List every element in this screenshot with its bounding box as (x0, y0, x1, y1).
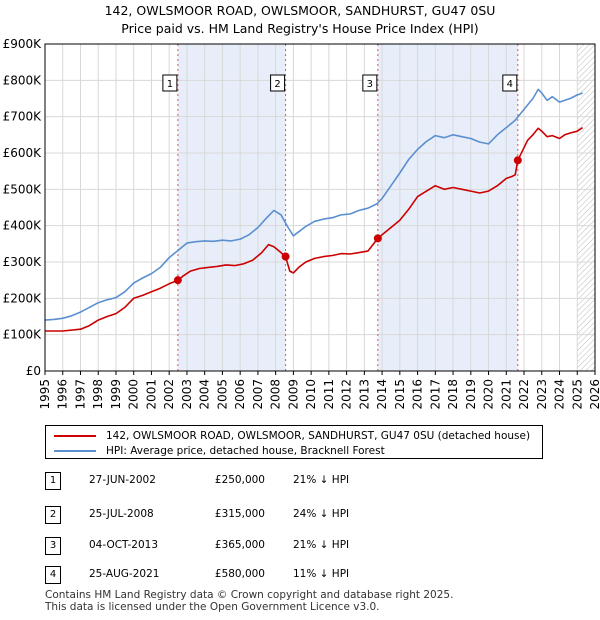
sale-number-box (362, 74, 378, 92)
y-tick-label: £600K (3, 146, 43, 160)
footer-licence: This data is licensed under the Open Gov… (45, 601, 380, 613)
sale-hpi-diff: 21% ↓ HPI (293, 474, 350, 486)
x-tick-label: 2015 (393, 379, 407, 410)
chart-title: 142, OWLSMOOR ROAD, OWLSMOOR, SANDHURST,… (104, 3, 496, 18)
x-tick-label: 1999 (109, 379, 123, 410)
shaded-ownership-span (177, 44, 286, 371)
x-tick-label: 2026 (588, 379, 600, 410)
sale-number-label: 2 (274, 79, 280, 90)
x-tick-label: 2019 (464, 379, 478, 410)
sale-number-box (502, 74, 518, 92)
sale-number-label: 1 (167, 79, 173, 90)
sale-number-box (162, 74, 178, 92)
sale-number-box (270, 74, 286, 92)
x-tick-label: 2022 (517, 379, 531, 410)
price-chart: £0 £100K £200K £300K £400K £500K £600K £700K £80… (3, 37, 600, 410)
x-tick-label: 1996 (56, 379, 70, 410)
table-row: 2 25-JUL-2008 £315,000 24% ↓ HPI (45, 506, 445, 526)
x-tick-label: 2003 (180, 379, 194, 410)
plot-frame (44, 43, 596, 372)
x-tick-label: 2011 (322, 379, 336, 410)
sale-price: £250,000 (214, 474, 265, 486)
y-tick-label: £300K (3, 255, 43, 269)
chart-legend: 142, OWLSMOOR ROAD, OWLSMOOR, SANDHURST,… (45, 425, 543, 459)
x-tick-label: 2024 (553, 379, 567, 410)
x-tick-label: 2007 (251, 379, 265, 410)
series-line-property (45, 126, 584, 332)
x-tick-label: 2025 (570, 379, 584, 410)
legend-swatch-property (54, 435, 96, 437)
sale-date: 25-JUL-2008 (89, 508, 154, 520)
sale-date: 04-OCT-2013 (89, 539, 158, 551)
sale-point (513, 156, 522, 165)
sale-number-badge: 2 (45, 506, 61, 524)
x-tick-label: 2000 (127, 379, 141, 410)
x-tick-label: 2017 (428, 379, 442, 410)
table-row: 4 25-AUG-2021 £580,000 11% ↓ HPI (45, 566, 445, 586)
legend-item-hpi: HPI: Average price, detached house, Brac… (54, 443, 385, 459)
table-row: 1 27-JUN-2002 £250,000 21% ↓ HPI (45, 472, 445, 492)
y-tick-label: £200K (3, 291, 43, 305)
legend-swatch-hpi (54, 450, 96, 452)
footer-copyright: Contains HM Land Registry data © Crown c… (45, 589, 454, 601)
sale-date: 25-AUG-2021 (89, 568, 160, 580)
y-tick-label: £500K (3, 182, 43, 196)
y-tick-label: £0 (26, 364, 41, 378)
x-tick-label: 1997 (73, 379, 87, 410)
sale-hpi-diff: 11% ↓ HPI (293, 568, 350, 580)
legend-label-property: 142, OWLSMOOR ROAD, OWLSMOOR, SANDHURST,… (106, 430, 531, 442)
y-tick-label: £400K (3, 219, 43, 233)
x-tick-label: 2012 (340, 379, 354, 410)
legend-item-property: 142, OWLSMOOR ROAD, OWLSMOOR, SANDHURST,… (54, 428, 530, 444)
x-tick-label: 2002 (162, 379, 176, 410)
series-line-hpi (44, 88, 583, 321)
x-tick-label: 2016 (411, 379, 425, 410)
x-tick-label: 1995 (38, 379, 52, 410)
sale-hpi-diff: 24% ↓ HPI (293, 508, 350, 520)
sale-number-label: 4 (507, 79, 513, 90)
shaded-ownership-span (377, 44, 518, 371)
x-tick-label: 2009 (286, 379, 300, 410)
x-tick-label: 2005 (215, 379, 229, 410)
sale-date: 27-JUN-2002 (89, 474, 156, 486)
y-tick-label: £900K (3, 37, 43, 51)
x-tick-label: 1998 (91, 379, 105, 410)
x-tick-label: 2004 (198, 379, 212, 410)
chart-subtitle: Price paid vs. HM Land Registry's House … (121, 21, 479, 36)
forecast-hatch (577, 44, 595, 371)
sale-number-badge: 4 (45, 566, 61, 584)
x-tick-label: 2021 (499, 379, 513, 410)
x-tick-label: 2023 (535, 379, 549, 410)
sale-number-label: 3 (367, 79, 373, 90)
x-tick-label: 2013 (357, 379, 371, 410)
y-tick-label: £800K (3, 73, 43, 87)
x-tick-label: 2001 (144, 379, 158, 410)
y-tick-label: £100K (3, 328, 43, 342)
sale-number-badge: 3 (45, 537, 61, 555)
x-tick-label: 2010 (304, 379, 318, 410)
x-tick-label: 2018 (446, 379, 460, 410)
sale-number-badge: 1 (45, 472, 61, 490)
x-tick-label: 2008 (269, 379, 283, 410)
sale-hpi-diff: 21% ↓ HPI (293, 539, 350, 551)
sale-point (281, 252, 290, 261)
sale-price: £315,000 (214, 508, 265, 520)
sale-price: £365,000 (214, 539, 265, 551)
sale-point (173, 276, 182, 285)
y-tick-label: £700K (3, 110, 43, 124)
legend-label-hpi: HPI: Average price, detached house, Brac… (106, 445, 385, 457)
table-row: 3 04-OCT-2013 £365,000 21% ↓ HPI (45, 537, 445, 557)
sale-price: £580,000 (214, 568, 265, 580)
x-tick-label: 2020 (482, 379, 496, 410)
x-tick-label: 2006 (233, 379, 247, 410)
x-tick-label: 2014 (375, 379, 389, 410)
sale-point (373, 234, 382, 243)
